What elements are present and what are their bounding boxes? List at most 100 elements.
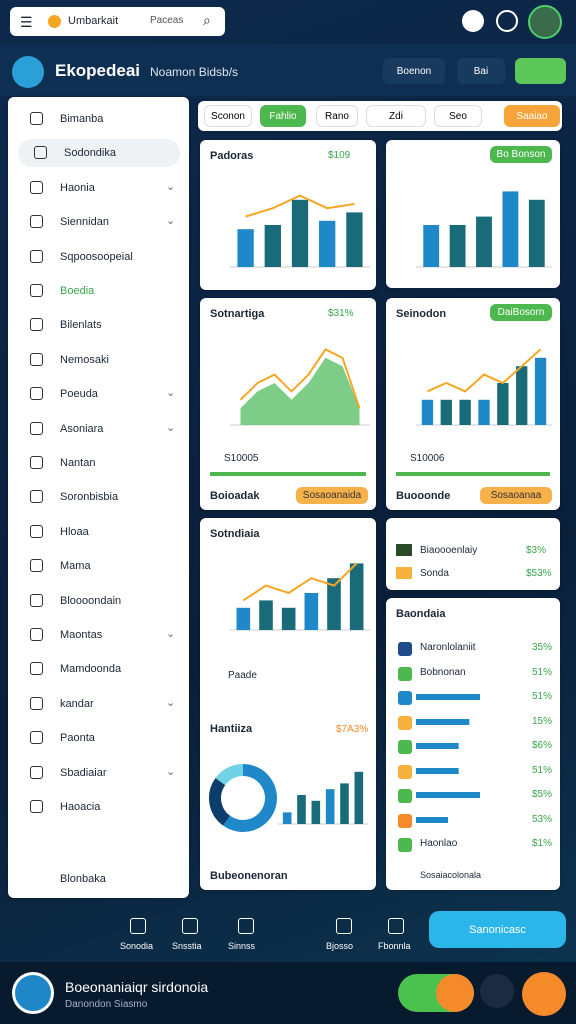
sidebar-icon <box>30 490 43 504</box>
sidebar-item[interactable]: Mama <box>14 552 182 580</box>
header-button[interactable]: Boenon <box>383 58 445 84</box>
sidebar-item[interactable]: Maontas ⌄ <box>14 621 182 649</box>
footer-button[interactable]: Sosaoanaa <box>480 487 552 504</box>
sidebar-item[interactable]: Poeuda ⌄ <box>14 380 182 408</box>
bar <box>534 357 547 425</box>
chevron: ⌄ <box>166 696 176 709</box>
toolbar-button[interactable]: Zdi <box>366 105 426 127</box>
sidebar-item[interactable]: Siennidan ⌄ <box>14 208 182 236</box>
legend-label: Paade <box>228 670 257 681</box>
sidebar-item[interactable]: Haonia ⌄ <box>14 174 182 202</box>
card: Sotnartiga $31% S10005 Boioadak Sosaoanaida <box>200 298 376 510</box>
row-label: Biaoooenlaiy <box>420 545 478 556</box>
card-button[interactable]: Bo Bonson <box>490 146 552 163</box>
sidebar-item[interactable]: Sbadiaiar ⌄ <box>14 759 182 787</box>
card-footer: Bubeonenoran <box>210 870 288 882</box>
nav-label[interactable]: Sonodia <box>120 941 154 951</box>
nav-icon[interactable] <box>336 918 352 934</box>
sidebar-item[interactable]: Boedia <box>14 277 182 305</box>
sidebar-footer[interactable]: Blonbaka <box>60 873 106 885</box>
search-icon[interactable]: ⌕ <box>203 12 211 28</box>
toolbar-button[interactable]: Sconon <box>204 105 252 127</box>
line <box>427 348 542 393</box>
nav-icon[interactable] <box>130 918 146 934</box>
bar <box>516 366 528 425</box>
sidebar-item[interactable]: Paonta <box>14 724 182 752</box>
footer-button[interactable]: Sosaoanaida <box>296 487 368 504</box>
nav-icon[interactable] <box>182 918 198 934</box>
sidebar-icon <box>30 318 43 332</box>
menu-icon[interactable]: ☰ <box>20 14 33 30</box>
row-icon <box>396 567 412 579</box>
avatar[interactable] <box>528 5 562 39</box>
sidebar-icon <box>30 662 43 676</box>
sidebar-item[interactable]: Bloooondain <box>14 587 182 615</box>
sidebar-icon <box>34 146 47 160</box>
sidebar-label: Asoniara <box>60 422 104 435</box>
sidebar-item[interactable]: Nemosaki <box>14 346 182 374</box>
footer-avatar[interactable] <box>522 972 566 1016</box>
sidebar-label: Sqpoosoopeial <box>60 250 133 263</box>
settings-icon[interactable] <box>496 10 518 32</box>
row-pct: 51% <box>532 764 553 776</box>
toolbar-button[interactable]: Saaiao <box>504 105 560 127</box>
area <box>240 357 360 425</box>
sidebar-item[interactable]: Soronbisbia <box>14 483 182 511</box>
sidebar-item[interactable]: Haoacia <box>14 793 182 821</box>
sidebar-item[interactable]: Hloaa <box>14 518 182 546</box>
sidebar-item[interactable]: Sodondika <box>18 139 180 168</box>
bar <box>459 399 471 425</box>
list-footer: Sosaiacolonala <box>420 870 482 880</box>
footer-icon[interactable] <box>480 974 514 1008</box>
notif-icon[interactable] <box>462 10 484 32</box>
nav-icon[interactable] <box>238 918 254 934</box>
sidebar-item[interactable]: Asoniara ⌄ <box>14 415 182 443</box>
row-icon <box>398 666 412 681</box>
row-bar <box>416 694 480 700</box>
sidebar-label: Bilenlats <box>60 319 102 332</box>
bar <box>440 399 452 425</box>
nav-button[interactable]: Sanonicasc <box>429 911 566 948</box>
nav-label[interactable]: Fbonnla <box>378 941 411 951</box>
nav-label[interactable]: Bjosso <box>326 941 354 951</box>
search-hint: Paceas <box>150 15 184 26</box>
sidebar-item[interactable]: Bilenlats <box>14 311 182 339</box>
sidebar-item[interactable]: Bimanba <box>14 105 182 133</box>
sidebar-label: Mamdoonda <box>60 663 122 676</box>
bar <box>528 199 545 267</box>
bar <box>327 578 341 630</box>
sidebar-item[interactable]: Mamdoonda <box>14 655 182 683</box>
nav-icon[interactable] <box>388 918 404 934</box>
row-icon <box>398 813 412 828</box>
nav-label[interactable]: Sinnss <box>228 941 256 951</box>
sidebar-icon <box>30 628 43 641</box>
row-label: Haonlao <box>420 838 458 849</box>
search-box[interactable]: ☰ Umbarkait Paceas ⌕ <box>10 7 225 36</box>
chevron: ⌄ <box>166 628 176 640</box>
sidebar-item[interactable]: kandar ⌄ <box>14 690 182 718</box>
chevron: ⌄ <box>166 215 176 228</box>
sidebar-label: Sbadiaiar <box>60 766 107 779</box>
bar <box>319 220 336 267</box>
sidebar-label: Haoacia <box>60 801 101 813</box>
sidebar-icon <box>30 593 43 607</box>
toolbar-button[interactable]: Rano <box>316 105 358 127</box>
sidebar-item[interactable]: Nantan <box>14 449 182 477</box>
row-pct: $5% <box>532 789 553 800</box>
sidebar-label: Bloooondain <box>60 594 122 607</box>
card-button[interactable]: DaiBosorn <box>490 304 552 321</box>
nav-label[interactable]: Snsstia <box>172 941 202 951</box>
bar <box>236 607 251 630</box>
footer-action[interactable] <box>436 974 474 1012</box>
header-toggle[interactable] <box>515 58 566 84</box>
section-title: Hantiiza <box>210 723 253 735</box>
row-icon <box>398 715 412 730</box>
row-pct: 35% <box>532 642 553 653</box>
toolbar-button[interactable]: Fahlio <box>260 105 306 127</box>
sidebar-icon <box>30 352 43 366</box>
sidebar-icon <box>30 696 43 710</box>
header-button[interactable]: Bai <box>457 58 505 84</box>
toolbar-button[interactable]: Seo <box>434 105 482 127</box>
row-pct: 15% <box>532 715 553 727</box>
sidebar-item[interactable]: Sqpoosoopeial <box>14 243 182 271</box>
